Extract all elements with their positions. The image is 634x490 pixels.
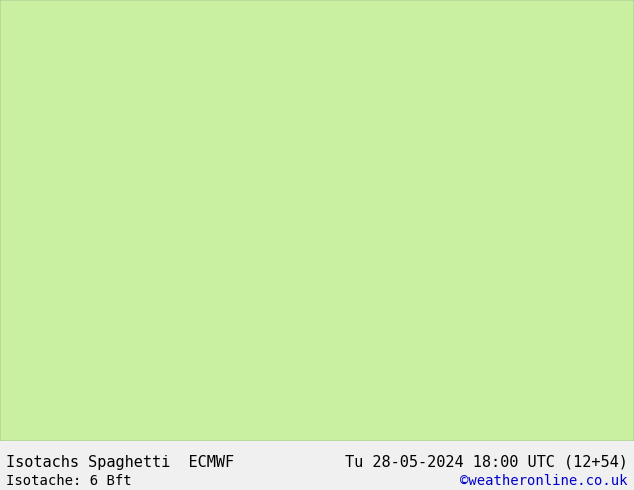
Text: ©weatheronline.co.uk: ©weatheronline.co.uk xyxy=(460,473,628,488)
Text: Tu 28-05-2024 18:00 UTC (12+54): Tu 28-05-2024 18:00 UTC (12+54) xyxy=(345,455,628,470)
Text: Isotache: 6 Bft: Isotache: 6 Bft xyxy=(6,473,132,488)
Text: Isotachs Spaghetti  ECMWF: Isotachs Spaghetti ECMWF xyxy=(6,455,235,470)
